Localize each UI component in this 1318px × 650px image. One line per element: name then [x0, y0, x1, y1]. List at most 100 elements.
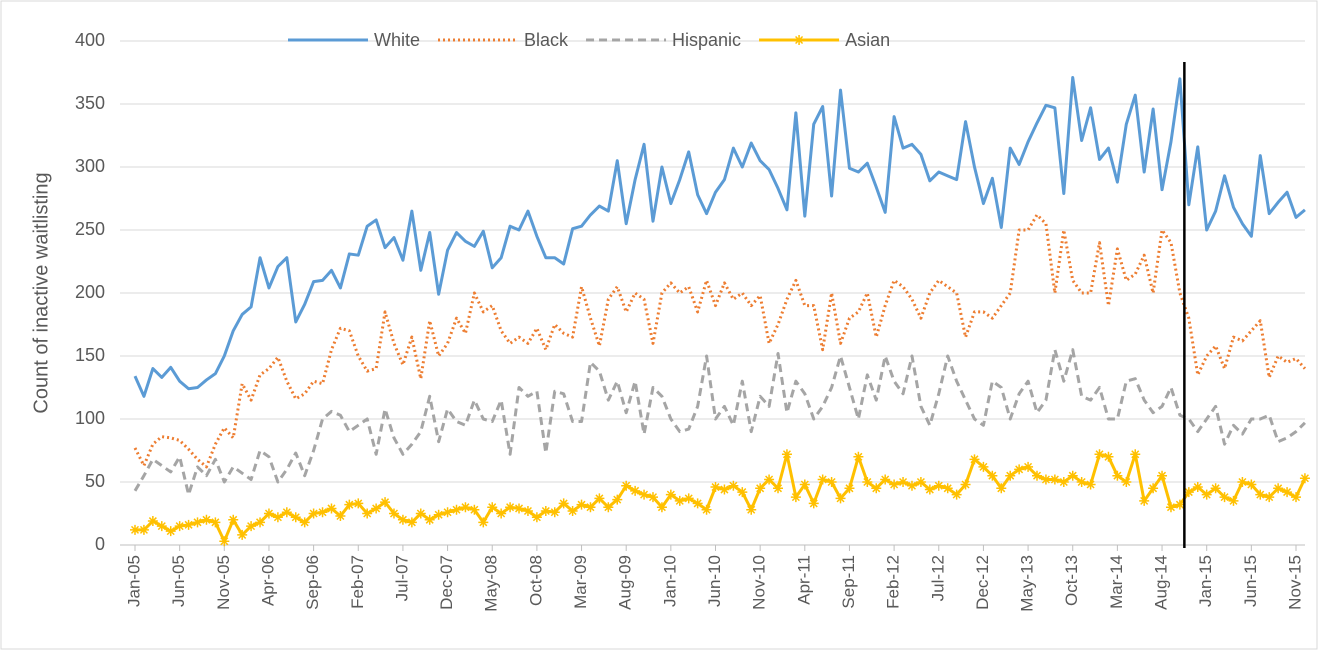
x-tick-label: Sep-11 — [839, 555, 858, 609]
y-tick-label: 300 — [75, 156, 105, 176]
x-tick-label: Nov-10 — [750, 555, 769, 610]
series-marker — [737, 487, 748, 498]
series-marker — [1237, 477, 1248, 487]
series-marker — [237, 529, 248, 540]
series-marker — [1148, 483, 1159, 494]
series-marker — [1201, 489, 1212, 500]
series-marker — [630, 485, 641, 496]
series-marker — [933, 480, 944, 491]
series-marker — [299, 517, 310, 528]
series-marker — [549, 507, 560, 518]
x-tick-label: Feb-12 — [884, 555, 903, 609]
series-marker — [451, 504, 462, 515]
series-marker — [433, 509, 444, 520]
series-marker — [719, 484, 730, 495]
series-marker — [263, 508, 274, 519]
series-marker — [853, 451, 864, 462]
series-marker — [1264, 492, 1275, 503]
series-marker — [942, 483, 953, 494]
series-marker — [156, 521, 167, 532]
series-marker — [915, 477, 926, 487]
series-marker — [1103, 451, 1114, 462]
x-tick-label: Oct-08 — [526, 555, 545, 606]
series-line — [133, 348, 1306, 497]
series-marker — [960, 479, 971, 490]
series-marker — [201, 514, 212, 525]
y-tick-label: 0 — [95, 534, 105, 554]
series-marker — [255, 517, 266, 528]
series-marker — [835, 493, 846, 504]
x-tick-label: Jul-07 — [392, 555, 411, 601]
series-marker — [469, 504, 480, 515]
series-marker — [1112, 470, 1123, 481]
series-marker — [1219, 492, 1230, 503]
series-marker — [442, 507, 453, 518]
series-marker — [773, 483, 784, 494]
series-marker — [362, 508, 373, 519]
x-tick-label: Jun-05 — [169, 555, 188, 607]
x-tick-label: Dec-07 — [437, 555, 456, 610]
series-marker — [665, 489, 676, 500]
series-marker — [987, 470, 998, 481]
series-marker — [647, 492, 658, 503]
series-marker — [817, 474, 828, 485]
legend-label: Black — [524, 30, 569, 50]
x-tick-label: Apr-11 — [794, 555, 813, 605]
series-marker — [1273, 483, 1284, 494]
x-tick-label: Dec-12 — [973, 555, 992, 610]
series-marker — [460, 502, 471, 513]
y-tick-label: 200 — [75, 282, 105, 302]
series-marker — [210, 517, 221, 528]
series-marker — [683, 493, 694, 504]
series-marker — [969, 454, 980, 465]
series-marker — [228, 514, 239, 525]
series-marker — [165, 526, 176, 537]
series-marker — [505, 502, 516, 513]
series-marker — [755, 483, 766, 494]
series-marker — [1085, 479, 1096, 490]
x-tick-label: May-08 — [482, 555, 501, 612]
series-marker — [147, 516, 158, 527]
series-marker — [308, 508, 319, 519]
series-marker — [594, 493, 605, 504]
series-marker — [781, 449, 792, 460]
series-marker — [1157, 470, 1168, 481]
series-marker — [790, 492, 801, 503]
series-marker — [621, 480, 632, 491]
series-marker — [1246, 479, 1257, 490]
series-marker — [522, 505, 533, 516]
series-marker — [924, 484, 935, 495]
series-marker — [1121, 477, 1132, 487]
series-marker — [567, 505, 578, 516]
series-marker — [728, 480, 739, 491]
series-marker — [889, 479, 900, 490]
series-marker — [880, 474, 891, 485]
series-marker — [558, 498, 569, 509]
y-axis-title: Count of inactive waitlisting — [30, 172, 52, 413]
series-marker — [710, 482, 721, 493]
series-marker — [272, 512, 283, 523]
legend-marker — [794, 35, 805, 45]
x-tick-label: Apr-06 — [258, 555, 277, 606]
x-tick-label: Jun-15 — [1241, 555, 1260, 607]
series-marker — [1032, 470, 1043, 481]
x-tick-label: Nov-15 — [1285, 555, 1304, 610]
x-tick-label: Mar-09 — [571, 555, 590, 609]
series-marker — [335, 511, 346, 522]
series-marker — [487, 502, 498, 513]
series-marker — [871, 483, 882, 494]
series-marker — [906, 480, 917, 491]
series-marker — [996, 483, 1007, 494]
series-marker — [1183, 487, 1194, 498]
y-tick-label: 100 — [75, 408, 105, 428]
series-marker — [496, 508, 507, 519]
series-marker — [174, 521, 185, 532]
series-marker — [612, 494, 623, 505]
series-marker — [951, 489, 962, 500]
y-tick-label: 400 — [75, 30, 105, 50]
series-marker — [388, 508, 399, 519]
series-marker — [397, 514, 408, 525]
legend-label: Hispanic — [672, 30, 741, 50]
series-marker — [826, 477, 837, 487]
